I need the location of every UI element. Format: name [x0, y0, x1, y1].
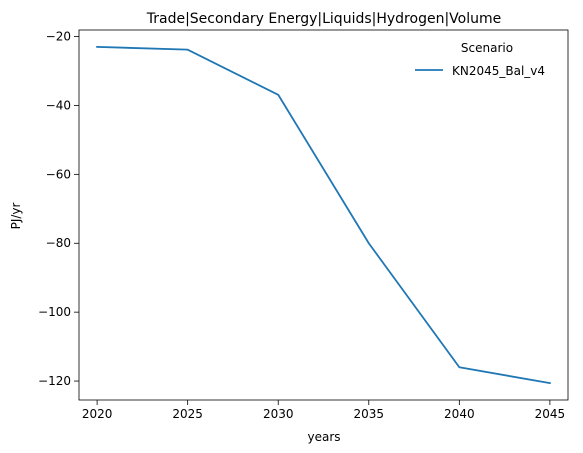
axes-frame	[78, 29, 569, 401]
y-axis-label: PJ/yr	[9, 203, 23, 230]
legend: Scenario KN2045_Bal_v4	[415, 41, 545, 78]
y-tick-label: −100	[38, 305, 71, 319]
x-tick-label: 2025	[172, 407, 203, 421]
x-tick-label: 2020	[82, 407, 113, 421]
y-tick-label: −20	[46, 30, 71, 44]
x-tick-label: 2030	[263, 407, 294, 421]
chart-title: Trade|Secondary Energy|Liquids|Hydrogen|…	[146, 11, 501, 27]
x-axis-label: years	[307, 430, 340, 444]
plot-area: 2020 2025 2030 2035 2040 2045 −20 −40 −60 −80 −100…	[38, 29, 569, 421]
legend-label-kn2045-bal-v4: KN2045_Bal_v4	[452, 64, 545, 78]
y-tick-label: −80	[46, 236, 71, 250]
x-tick-label: 2035	[354, 407, 385, 421]
x-tick-label: 2045	[535, 407, 566, 421]
series-line-kn2045-bal-v4	[96, 45, 551, 385]
legend-title: Scenario	[461, 41, 513, 55]
x-tick-label: 2040	[444, 407, 475, 421]
y-tick-label: −40	[46, 98, 71, 112]
y-tick-label: −60	[46, 167, 71, 181]
y-tick-label: −120	[38, 374, 71, 388]
